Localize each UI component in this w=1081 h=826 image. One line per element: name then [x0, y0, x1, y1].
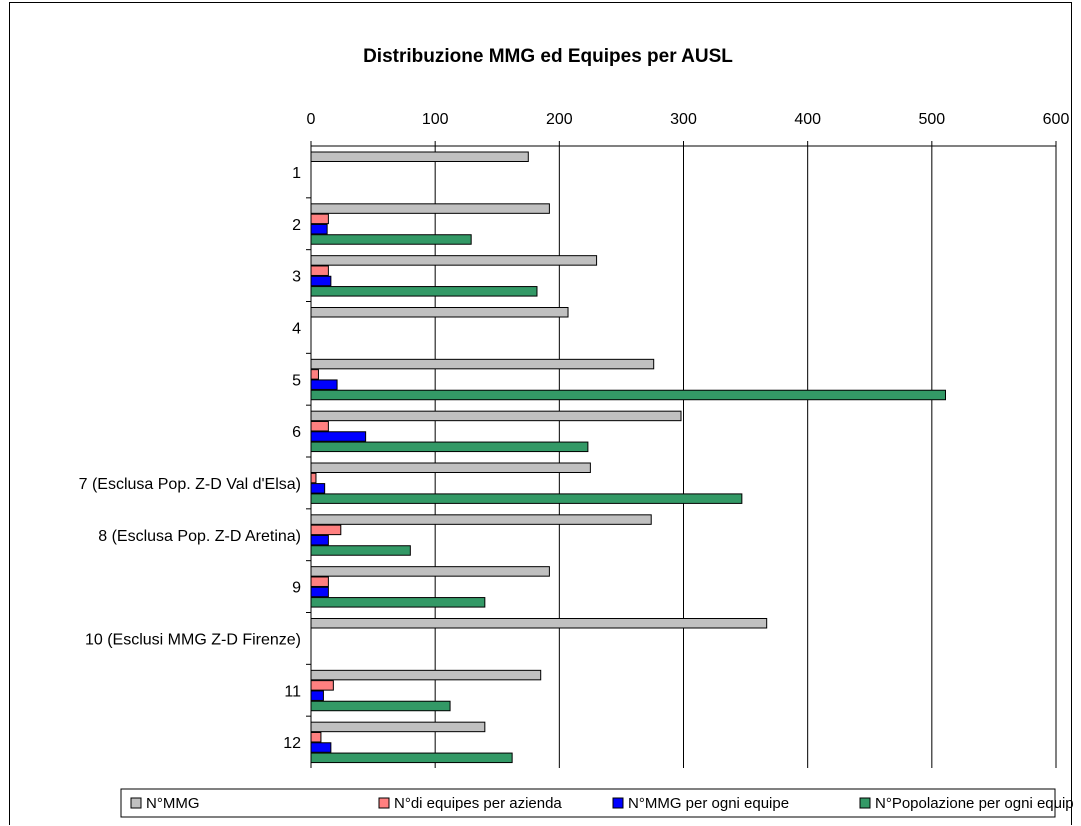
category-label: 12 [283, 735, 301, 752]
bar-2-cat-2 [310, 213, 329, 225]
bar-3-cat-8 [310, 534, 329, 546]
legend-label-1: N°MMG [146, 795, 200, 812]
bar-1-cat-12 [310, 721, 486, 733]
legend-label-2: N°di equipes per azienda [394, 795, 562, 812]
bar-4-cat-3 [310, 286, 538, 297]
bar-4-cat-9 [310, 597, 486, 608]
bar-1-cat-11 [310, 669, 542, 681]
legend-swatch-3 [612, 797, 624, 809]
legend-label-3: N°MMG per ogni equipe [628, 795, 789, 812]
bar-4-cat-2 [310, 234, 472, 245]
bar-1-cat-6 [310, 410, 682, 422]
bar-2-cat-5 [310, 369, 319, 380]
x-tick-label: 0 [307, 111, 316, 128]
category-label: 1 [292, 165, 301, 182]
chart-svg: Distribuzione MMG ed Equipes per AUSL 0 1… [79, 46, 1073, 818]
chart-title: Distribuzione MMG ed Equipes per AUSL [363, 46, 733, 67]
bar-4-cat-7 [310, 493, 743, 504]
axis-layer [306, 141, 1057, 768]
bar-1-cat-10 [310, 618, 768, 629]
x-tick-label: 500 [918, 111, 945, 128]
bar-4-cat-6 [310, 441, 589, 453]
category-label: 8 (Esclusa Pop. Z-D Aretina) [98, 528, 301, 545]
bar-1-cat-1 [310, 151, 529, 162]
bar-2-cat-12 [310, 731, 322, 743]
legend-swatch-1 [130, 797, 142, 809]
bar-2-cat-7 [310, 472, 317, 484]
bar-2-cat-6 [310, 420, 329, 432]
bars-layer [310, 151, 946, 764]
x-tick-label: 600 [1043, 111, 1070, 128]
category-label: 5 [292, 372, 301, 389]
legend-label-4: N°Popolazione per ogni equipe (x100) [875, 795, 1073, 812]
category-label: 4 [292, 320, 301, 337]
bar-4-cat-11 [310, 700, 451, 712]
x-tick-label: 200 [546, 111, 573, 128]
bar-4-cat-5 [310, 389, 946, 401]
x-tick-label: 300 [670, 111, 697, 128]
bar-2-cat-11 [310, 680, 334, 691]
category-label: 11 [284, 683, 301, 700]
bar-1-cat-5 [310, 358, 655, 370]
bar-3-cat-11 [310, 690, 324, 701]
bar-3-cat-6 [310, 431, 367, 442]
bar-3-cat-5 [310, 379, 338, 390]
legend: N°MMG N°di equipes per azienda N°MMG per o… [120, 788, 1073, 818]
grid-layer [434, 146, 1057, 768]
bar-1-cat-7 [310, 462, 591, 473]
bar-1-cat-3 [310, 255, 598, 266]
bar-4-cat-12 [310, 752, 513, 764]
bar-1-cat-4 [310, 307, 569, 318]
chart-frame: Distribuzione MMG ed Equipes per AUSL 0 1… [9, 2, 1073, 825]
x-tick-label: 400 [794, 111, 821, 128]
category-label: 9 [292, 580, 301, 597]
bar-3-cat-7 [310, 483, 326, 494]
bar-3-cat-3 [310, 275, 332, 287]
category-label: 2 [292, 217, 301, 234]
bar-4-cat-8 [310, 545, 411, 556]
bar-1-cat-8 [310, 514, 652, 525]
legend-box [120, 788, 1056, 818]
bar-2-cat-3 [310, 265, 329, 276]
bar-3-cat-9 [310, 586, 329, 598]
category-label: 6 [292, 424, 301, 441]
bar-3-cat-12 [310, 742, 332, 753]
bar-2-cat-9 [310, 576, 329, 587]
bar-2-cat-8 [310, 524, 342, 536]
legend-swatch-2 [378, 797, 390, 809]
x-tick-label: 100 [422, 111, 449, 128]
category-label: 3 [292, 269, 301, 286]
bar-1-cat-2 [310, 203, 550, 214]
bar-3-cat-2 [310, 223, 328, 235]
bar-1-cat-9 [310, 566, 550, 577]
category-label: 7 (Esclusa Pop. Z-D Val d'Elsa) [79, 476, 301, 493]
legend-swatch-4 [859, 797, 871, 809]
category-label: 10 (Esclusi MMG Z-D Firenze) [85, 631, 301, 648]
